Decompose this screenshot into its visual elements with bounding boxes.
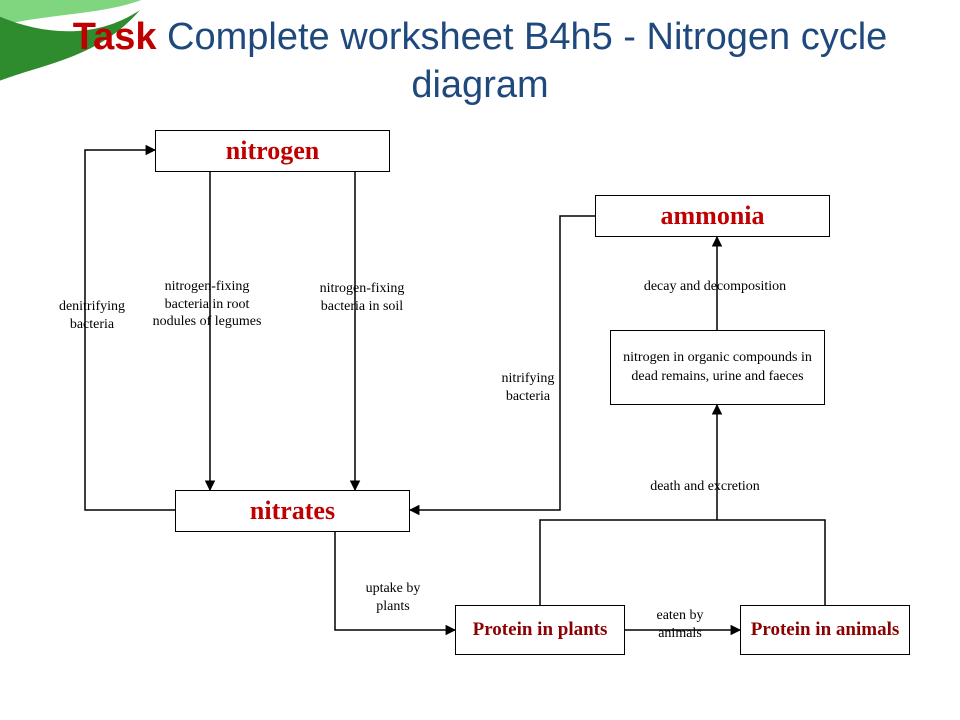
label-decay: decay and decomposition xyxy=(620,278,810,296)
label-denitrifying: denitrifying bacteria xyxy=(47,298,137,333)
arrow-death-branch-right xyxy=(717,520,825,605)
node-organic-compounds: nitrogen in organic compounds in dead re… xyxy=(610,330,825,405)
page-title: Task Complete worksheet B4h5 - Nitrogen … xyxy=(0,14,960,109)
node-nitrogen: nitrogen xyxy=(155,130,390,172)
node-ammonia: ammonia xyxy=(595,195,830,237)
title-task-word: Task xyxy=(73,16,157,58)
label-fix-soil: nitrogen-fixing bacteria in soil xyxy=(307,280,417,315)
title-rest: Complete worksheet B4h5 - Nitrogen cycle… xyxy=(157,16,888,106)
label-uptake: uptake by plants xyxy=(353,580,433,615)
nitrogen-cycle-diagram: nitrogen ammonia nitrates nitrogen in or… xyxy=(55,120,915,700)
label-fix-root-nodules: nitrogen-fixing bacteria in root nodules… xyxy=(147,278,267,331)
label-death-excretion: death and excretion xyxy=(625,478,785,496)
arrow-death-branch-left xyxy=(540,520,717,605)
arrow-ammonia-to-nitrates xyxy=(410,216,595,510)
label-nitrifying: nitrifying bacteria xyxy=(493,370,563,405)
node-nitrates: nitrates xyxy=(175,490,410,532)
node-protein-plants: Protein in plants xyxy=(455,605,625,655)
node-protein-animals: Protein in animals xyxy=(740,605,910,655)
label-eaten-by-animals: eaten by animals xyxy=(645,607,715,642)
